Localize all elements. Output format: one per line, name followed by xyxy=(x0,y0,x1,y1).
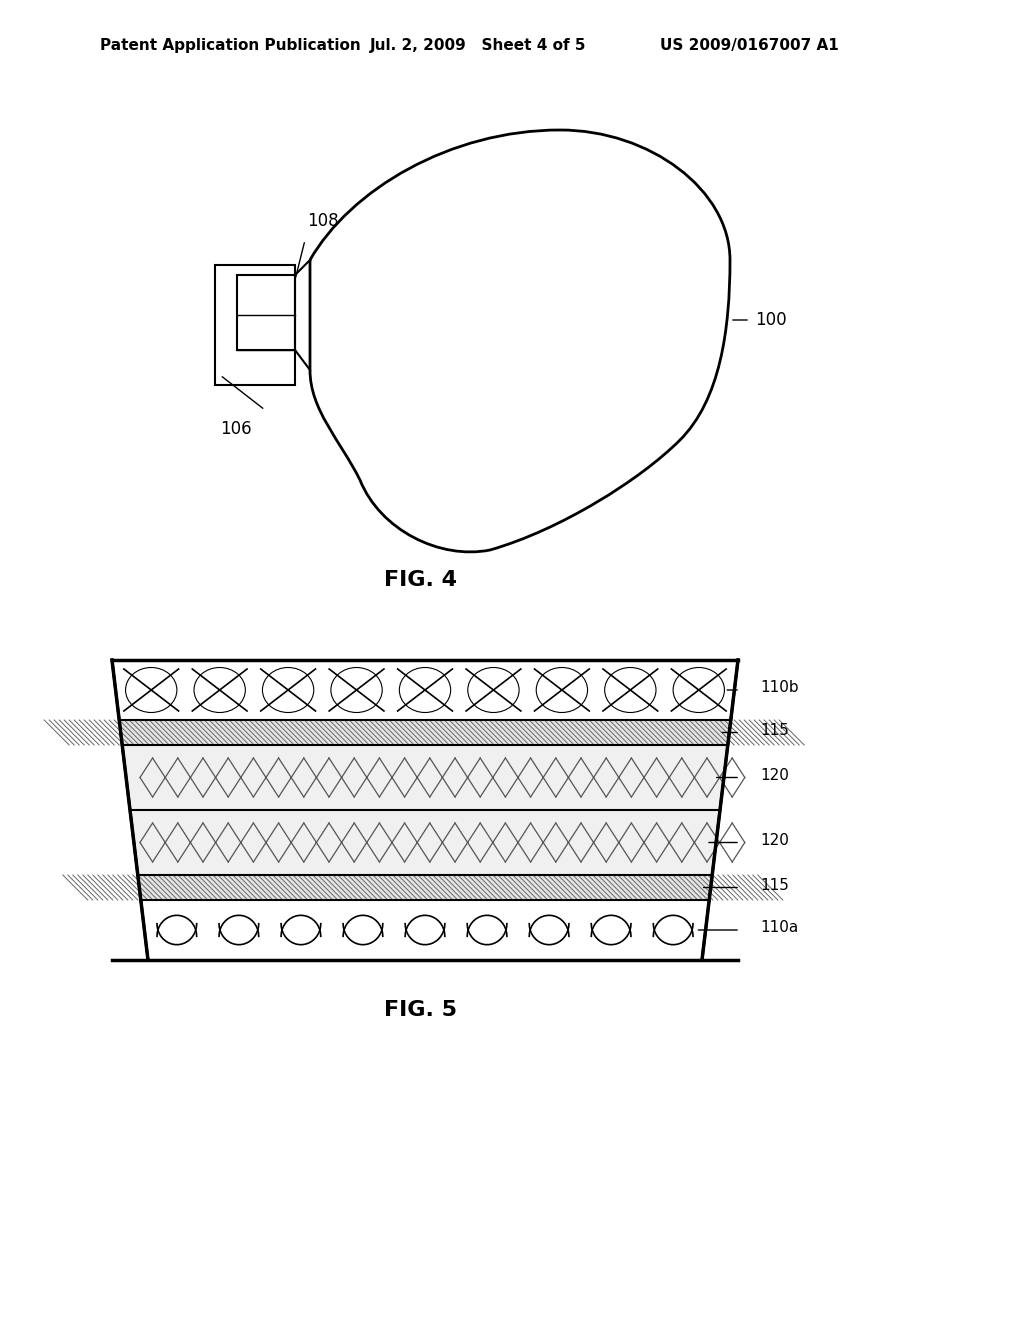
Polygon shape xyxy=(138,875,713,900)
Text: 110b: 110b xyxy=(760,681,799,696)
Text: 100: 100 xyxy=(755,312,786,329)
Text: Patent Application Publication: Patent Application Publication xyxy=(100,38,360,53)
Text: 115: 115 xyxy=(760,723,788,738)
Text: 120: 120 xyxy=(760,768,788,783)
Text: 120: 120 xyxy=(760,833,788,847)
Text: 110a: 110a xyxy=(760,920,799,936)
Polygon shape xyxy=(130,810,720,875)
Polygon shape xyxy=(119,719,731,744)
Text: Jul. 2, 2009   Sheet 4 of 5: Jul. 2, 2009 Sheet 4 of 5 xyxy=(370,38,587,53)
Bar xyxy=(215,265,295,385)
Polygon shape xyxy=(122,744,728,810)
Text: 115: 115 xyxy=(760,878,788,894)
Text: US 2009/0167007 A1: US 2009/0167007 A1 xyxy=(660,38,839,53)
Text: 108: 108 xyxy=(307,213,339,230)
Text: FIG. 5: FIG. 5 xyxy=(384,1001,457,1020)
Text: 106: 106 xyxy=(220,420,252,438)
Text: FIG. 4: FIG. 4 xyxy=(384,570,457,590)
Bar xyxy=(237,275,295,350)
